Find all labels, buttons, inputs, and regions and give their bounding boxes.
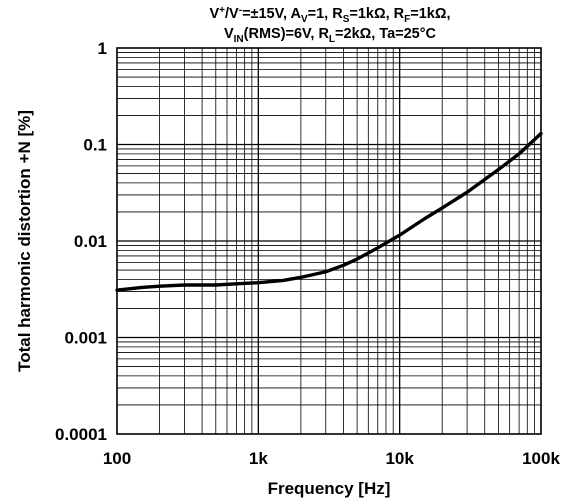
x-tick-label: 100k bbox=[522, 449, 560, 468]
grid bbox=[117, 48, 541, 434]
x-tick-label: 100 bbox=[103, 449, 131, 468]
conditions-line-2: VIN(RMS)=6V, RL=2kΩ, Ta=25°C bbox=[224, 26, 437, 45]
x-tick-label: 1k bbox=[249, 449, 268, 468]
y-tick-label: 0.0001 bbox=[55, 425, 107, 444]
conditions-line-1: V+/V-=±15V, AV=1, RS=1kΩ, RF=1kΩ, bbox=[210, 5, 451, 25]
x-tick-label: 10k bbox=[385, 449, 414, 468]
y-tick-label: 0.1 bbox=[83, 136, 107, 155]
series bbox=[115, 131, 543, 292]
y-tick-label: 1 bbox=[98, 39, 107, 58]
y-axis-label: Total harmonic distortion +N [%] bbox=[15, 110, 34, 372]
y-tick-label: 0.001 bbox=[64, 329, 107, 348]
tick-labels: 100 1k 10k 100k 1 0.1 0.01 0.001 0.0001 bbox=[55, 39, 560, 468]
x-axis-label: Frequency [Hz] bbox=[268, 479, 391, 498]
thd-series-line bbox=[115, 131, 543, 292]
y-tick-label: 0.01 bbox=[74, 232, 107, 251]
plot-frame bbox=[116, 47, 542, 435]
